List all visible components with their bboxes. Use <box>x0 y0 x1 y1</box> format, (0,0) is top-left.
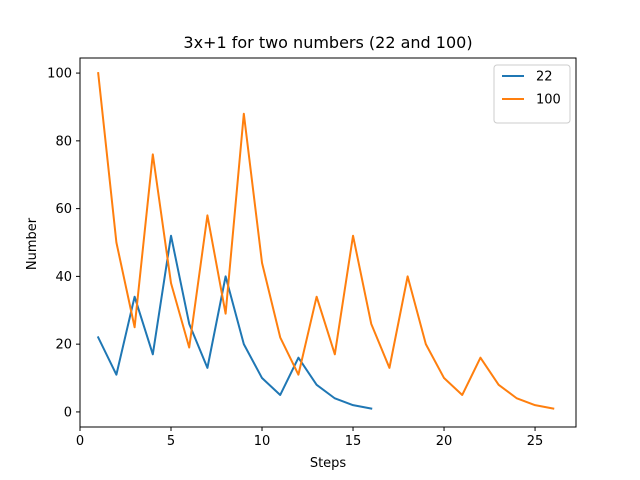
plot-frame <box>79 57 577 428</box>
chart-title: 3x+1 for two numbers (22 and 100) <box>183 33 472 52</box>
y-tick-label-20: 20 <box>55 338 72 353</box>
y-tick-label-0: 0 <box>64 405 72 420</box>
x-tick-label-0: 0 <box>76 434 84 449</box>
x-tick-label-15: 15 <box>345 434 362 449</box>
x-tick-label-20: 20 <box>436 434 453 449</box>
axes-layer: 0 5 10 15 20 25 0 20 40 60 80 100 <box>47 57 577 449</box>
x-tick-label-10: 10 <box>254 434 271 449</box>
y-tick-label-40: 40 <box>55 270 72 285</box>
y-tick-label-100: 100 <box>47 67 72 82</box>
series-line-100 <box>97 71 555 410</box>
x-axis-label: Steps <box>310 456 347 471</box>
legend-label-22: 22 <box>536 70 553 85</box>
y-tick-label-60: 60 <box>55 202 72 217</box>
x-tick-label-5: 5 <box>167 434 175 449</box>
legend-label-100: 100 <box>536 93 561 108</box>
y-axis-label: Number <box>25 217 40 270</box>
series-line-22 <box>96 234 373 410</box>
x-tick-label-25: 25 <box>527 434 544 449</box>
series-layer <box>96 71 555 410</box>
legend-box <box>493 64 571 124</box>
legend: 22 100 <box>493 64 571 124</box>
y-tick-label-80: 80 <box>55 134 72 149</box>
